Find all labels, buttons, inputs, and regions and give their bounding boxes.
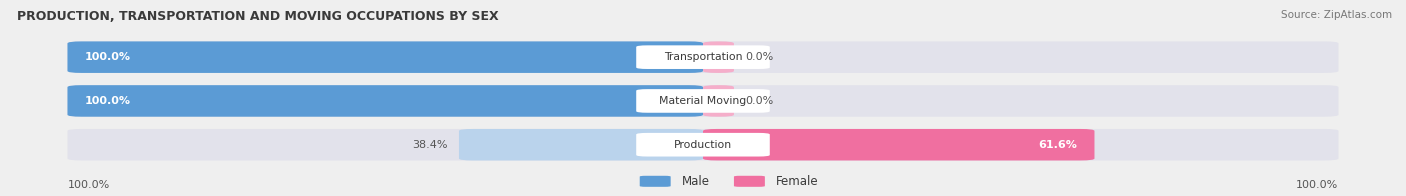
FancyBboxPatch shape	[636, 133, 770, 157]
Text: Transportation: Transportation	[664, 52, 742, 62]
FancyBboxPatch shape	[67, 85, 703, 117]
FancyBboxPatch shape	[458, 129, 703, 161]
FancyBboxPatch shape	[703, 41, 734, 73]
FancyBboxPatch shape	[67, 129, 1339, 161]
Text: PRODUCTION, TRANSPORTATION AND MOVING OCCUPATIONS BY SEX: PRODUCTION, TRANSPORTATION AND MOVING OC…	[17, 10, 499, 23]
Text: 61.6%: 61.6%	[1039, 140, 1077, 150]
Text: 0.0%: 0.0%	[745, 52, 773, 62]
Text: 100.0%: 100.0%	[1296, 180, 1339, 190]
FancyBboxPatch shape	[67, 85, 1339, 117]
FancyBboxPatch shape	[734, 176, 765, 187]
Text: 0.0%: 0.0%	[745, 96, 773, 106]
Text: Female: Female	[776, 175, 818, 188]
Text: Material Moving: Material Moving	[659, 96, 747, 106]
Text: 100.0%: 100.0%	[67, 180, 110, 190]
FancyBboxPatch shape	[703, 85, 734, 117]
Text: 100.0%: 100.0%	[84, 96, 131, 106]
Text: Male: Male	[682, 175, 710, 188]
Text: Production: Production	[673, 140, 733, 150]
FancyBboxPatch shape	[636, 89, 770, 113]
FancyBboxPatch shape	[67, 41, 1339, 73]
Text: 38.4%: 38.4%	[412, 140, 447, 150]
FancyBboxPatch shape	[640, 176, 671, 187]
FancyBboxPatch shape	[636, 45, 770, 69]
Text: 100.0%: 100.0%	[84, 52, 131, 62]
FancyBboxPatch shape	[703, 129, 1094, 161]
FancyBboxPatch shape	[67, 41, 703, 73]
Text: Source: ZipAtlas.com: Source: ZipAtlas.com	[1281, 10, 1392, 20]
